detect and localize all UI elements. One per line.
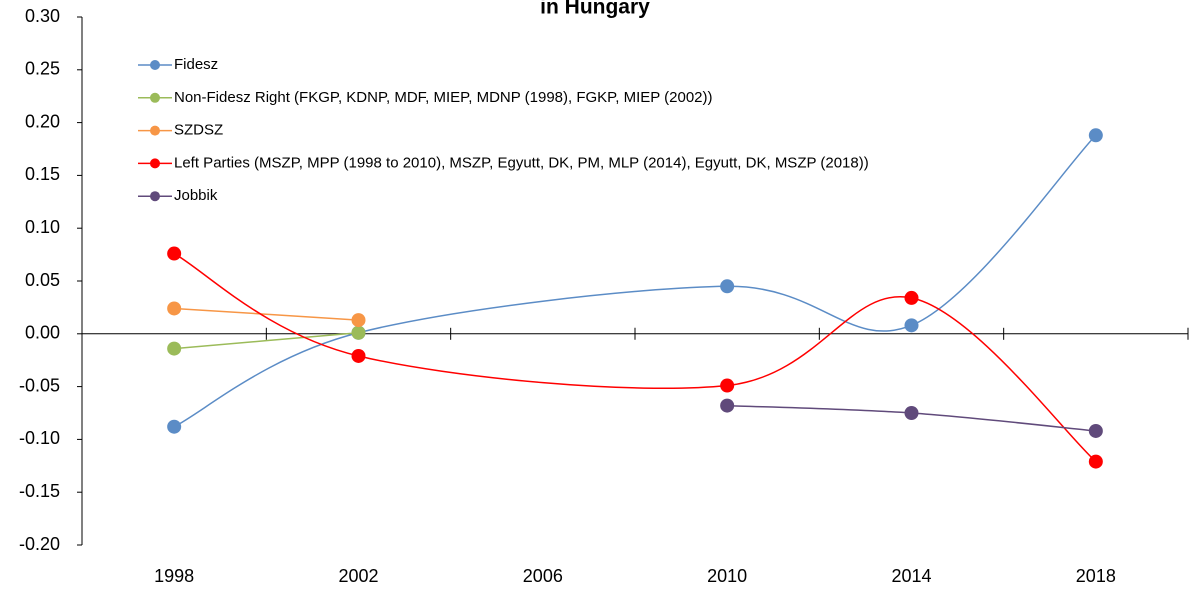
series-line	[173, 252, 1097, 463]
x-tick-label: 2014	[891, 566, 931, 586]
legend-label: SZDSZ	[174, 122, 223, 139]
legend-marker	[150, 60, 160, 70]
legend-label: Left Parties (MSZP, MPP (1998 to 2010), …	[174, 154, 869, 171]
x-tick-label: 2002	[338, 566, 378, 586]
series-line	[173, 134, 1097, 428]
data-point	[167, 246, 182, 261]
data-point	[1088, 128, 1103, 143]
y-tick-label: 0.10	[25, 217, 60, 237]
series-line	[174, 331, 359, 350]
data-point	[167, 341, 182, 356]
data-point	[351, 325, 366, 340]
series-line	[174, 307, 359, 321]
legend-marker	[150, 92, 160, 103]
x-tick-label: 2006	[523, 566, 563, 586]
y-tick-label: 0.15	[25, 164, 60, 184]
y-tick-label: 0.05	[25, 270, 60, 290]
legend-marker	[150, 158, 160, 169]
data-point	[904, 318, 919, 333]
legend-marker	[150, 191, 160, 202]
data-point	[351, 313, 366, 328]
y-tick-label: -0.15	[19, 481, 60, 501]
data-point	[904, 406, 919, 420]
y-tick-label: 0.25	[25, 59, 60, 79]
data-point	[720, 378, 735, 393]
y-tick-label: 0.30	[25, 6, 60, 26]
y-tick-label: 0.20	[25, 111, 60, 131]
y-tick-label: 0.00	[25, 323, 60, 343]
y-tick-label: -0.05	[19, 375, 60, 395]
data-point	[720, 279, 735, 294]
legend-marker	[150, 125, 160, 136]
x-tick-label: 1998	[154, 566, 194, 586]
legend-label: Jobbik	[174, 187, 218, 204]
chart-title: in Hungary	[540, 0, 650, 19]
x-tick-label: 2010	[707, 566, 747, 586]
legend-label: Non-Fidesz Right (FKGP, KDNP, MDF, MIEP,…	[174, 89, 713, 106]
data-point	[1088, 423, 1103, 438]
legend-label: Fidesz	[174, 56, 218, 73]
y-tick-label: -0.10	[19, 428, 60, 448]
data-point	[1088, 454, 1103, 469]
data-point	[167, 419, 182, 434]
data-point	[720, 398, 735, 413]
y-tick-label: -0.20	[19, 534, 60, 554]
data-point	[351, 348, 366, 363]
data-point	[167, 301, 182, 316]
data-point	[904, 290, 919, 305]
x-tick-label: 2018	[1076, 566, 1116, 586]
